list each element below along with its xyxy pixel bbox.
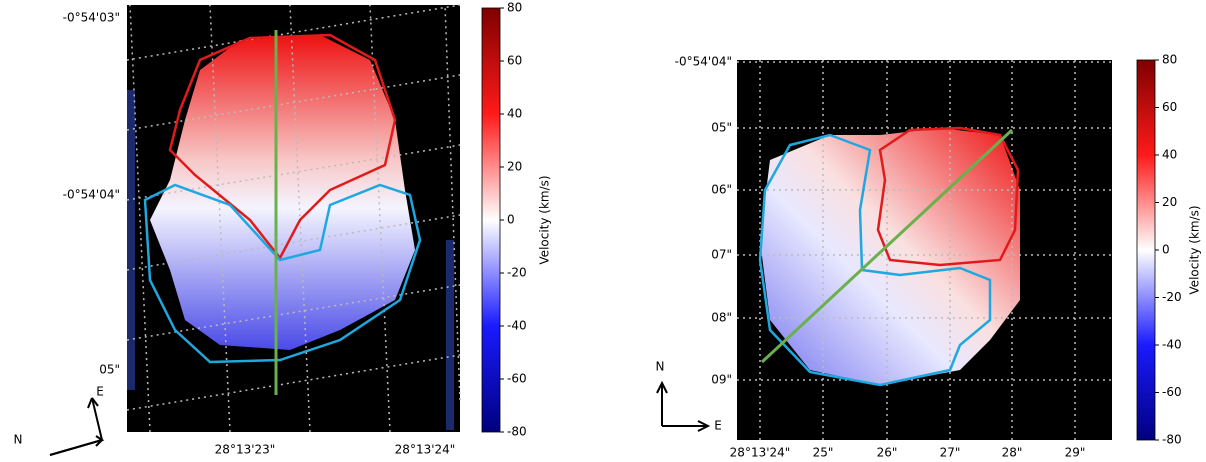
velocity-map-1: [127, 5, 460, 432]
colorbar-label: Velocity (km/s): [1188, 205, 1202, 294]
compass-label: N: [14, 433, 23, 447]
x-tick-label: 28°13'23": [215, 443, 276, 457]
y-tick-label: 06": [711, 183, 732, 197]
colorbar-tick-label: -40: [507, 319, 527, 333]
y-tick-label: -0°54'04": [63, 188, 120, 202]
colorbar-label: Velocity (km/s): [538, 175, 552, 264]
colorbar-tick-label: -60: [1162, 385, 1182, 399]
colorbar: [1137, 60, 1155, 440]
y-tick-label: -0°54'04": [675, 55, 732, 69]
y-tick-label: -0°54'03": [63, 11, 120, 25]
colorbar-tick-label: 80: [507, 1, 522, 15]
x-tick-label: 28": [1002, 446, 1023, 460]
x-tick-label: 28°13'24": [730, 446, 791, 460]
y-tick-label: 08": [711, 311, 732, 325]
y-tick-label: 09": [711, 373, 732, 387]
x-tick-label: 28°13'24": [395, 443, 456, 457]
colorbar-tick-label: -20: [507, 266, 527, 280]
colorbar-tick-label: 0: [507, 213, 515, 227]
colorbar-tick-label: 0: [1162, 243, 1170, 257]
velocity-map-2: [737, 60, 1112, 440]
colorbar: [482, 8, 500, 432]
y-tick-label: 07": [711, 248, 732, 262]
compass-2: [657, 383, 708, 431]
colorbar-tick-label: 20: [1162, 195, 1177, 209]
y-tick-label: 05": [711, 121, 732, 135]
colorbar-tick-label: -80: [507, 425, 527, 439]
x-tick-label: 26": [877, 446, 898, 460]
colorbar-tick-label: 20: [507, 160, 522, 174]
x-tick-label: 29": [1065, 446, 1086, 460]
colorbar-tick-label: 80: [1162, 53, 1177, 67]
colorbar-tick-label: -40: [1162, 338, 1182, 352]
x-tick-label: 27": [940, 446, 961, 460]
figure: -0°54'03" -0°54'04" 05" 28°13'23" 28°13'24" N…: [0, 0, 1206, 462]
y-tick-label: 05": [99, 363, 120, 377]
colorbar-tick-label: -80: [1162, 433, 1182, 447]
compass-label: E: [96, 385, 104, 399]
colorbar-tick-label: 40: [1162, 148, 1177, 162]
x-tick-label: 25": [813, 446, 834, 460]
colorbar-tick-label: -60: [507, 372, 527, 386]
colorbar-tick-label: 40: [507, 107, 522, 121]
colorbar-tick-label: 60: [1162, 100, 1177, 114]
compass-label: E: [714, 419, 722, 433]
compass-1: [50, 398, 102, 455]
colorbar-tick-label: 60: [507, 54, 522, 68]
compass-label: N: [656, 360, 665, 374]
colorbar-tick-label: -20: [1162, 290, 1182, 304]
